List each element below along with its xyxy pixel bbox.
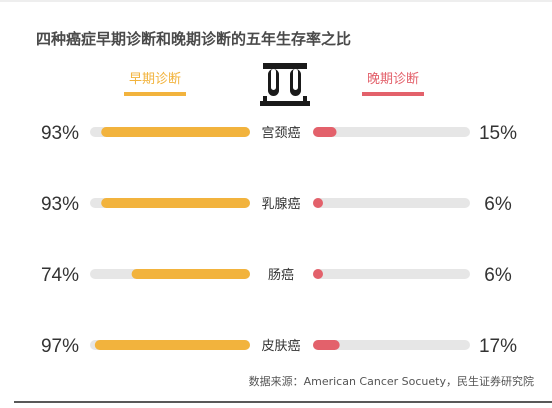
early-value-label: 97% <box>41 336 79 357</box>
late-track <box>313 127 470 137</box>
legend-late-swatch <box>362 92 424 96</box>
early-bar <box>101 198 250 208</box>
early-bar <box>131 269 250 279</box>
legend-early-swatch <box>124 92 186 96</box>
early-value-label: 93% <box>41 194 79 215</box>
late-track <box>313 198 470 208</box>
late-bar <box>313 340 340 350</box>
late-value-label: 15% <box>479 123 517 144</box>
late-bar <box>313 198 323 208</box>
test-tubes-icon <box>260 63 310 106</box>
category-label: 宫颈癌 <box>261 125 300 141</box>
early-value-label: 74% <box>41 265 79 286</box>
early-value-label: 93% <box>41 123 79 144</box>
late-bar <box>313 127 337 137</box>
category-label: 乳腺癌 <box>261 196 300 212</box>
legend-early-label: 早期诊断 <box>129 72 181 87</box>
late-bar <box>313 269 323 279</box>
legend-late-label: 晚期诊断 <box>367 72 419 87</box>
late-value-label: 6% <box>484 265 512 286</box>
late-value-label: 6% <box>484 194 512 215</box>
late-track <box>313 340 470 350</box>
late-track <box>313 269 470 279</box>
early-bar <box>94 340 250 350</box>
early-bar <box>101 127 250 137</box>
chart-title: 四种癌症早期诊断和晚期诊断的五年生存率之比 <box>36 30 351 48</box>
late-value-label: 17% <box>479 336 517 357</box>
source-note: 数据来源：American Cancer Socuety，民生证券研究院 <box>249 374 534 388</box>
category-label: 皮肤癌 <box>261 338 300 354</box>
category-label: 肠癌 <box>268 267 294 283</box>
